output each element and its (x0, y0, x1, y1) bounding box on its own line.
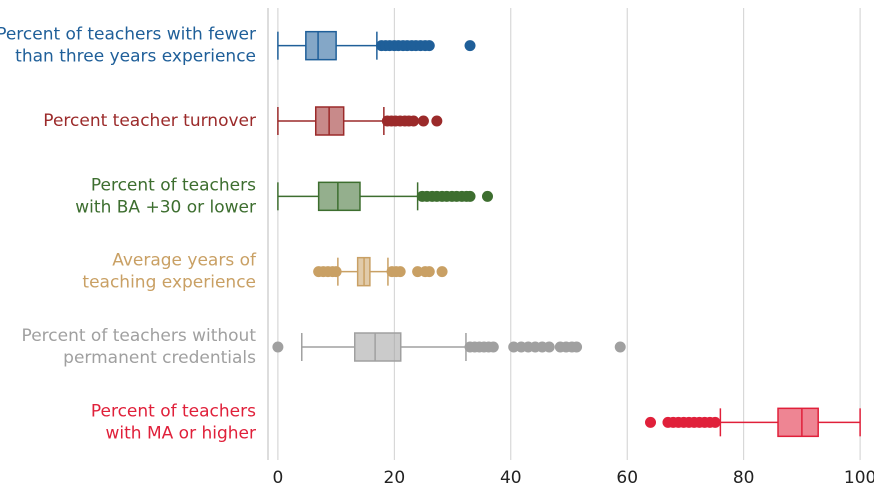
category-label: Percent teacher turnover (43, 111, 256, 131)
category-label: than three years experience (15, 47, 256, 67)
box (305, 30, 337, 61)
outlier (481, 190, 493, 202)
outlier (645, 416, 657, 428)
outlier (417, 115, 429, 127)
category-label: Average years of (112, 251, 257, 271)
category-label: Percent of teachers (91, 175, 256, 195)
x-tick-label: 0 (272, 468, 283, 488)
x-tick-label: 20 (384, 468, 406, 488)
outlier (412, 266, 424, 278)
outlier (464, 40, 476, 52)
outlier (394, 266, 406, 278)
category-label: Percent of teachers (91, 401, 256, 421)
category-label: with BA +30 or lower (75, 197, 256, 217)
category-label: with MA or higher (106, 423, 256, 443)
outlier (431, 115, 443, 127)
outlier (464, 190, 476, 202)
x-tick-label: 60 (616, 468, 638, 488)
box (777, 407, 819, 438)
outlier (408, 115, 420, 127)
box (317, 181, 361, 212)
box (353, 332, 402, 362)
outlier (543, 341, 555, 353)
outlier (571, 341, 583, 353)
outlier (487, 341, 499, 353)
category-label: Percent of teachers without (22, 326, 257, 346)
x-tick-label: 40 (500, 468, 522, 488)
outlier (614, 341, 626, 353)
outlier (436, 266, 448, 278)
outlier (423, 266, 435, 278)
x-tick-label: 80 (733, 468, 755, 488)
outlier (272, 341, 284, 353)
category-label: Percent of teachers with fewer (0, 25, 256, 45)
outlier (330, 266, 342, 278)
outlier (709, 416, 721, 428)
outlier (508, 341, 520, 353)
x-tick-label: 100 (844, 468, 874, 488)
category-label: teaching experience (82, 273, 256, 293)
category-label: permanent credentials (63, 348, 256, 368)
outlier (423, 40, 435, 52)
